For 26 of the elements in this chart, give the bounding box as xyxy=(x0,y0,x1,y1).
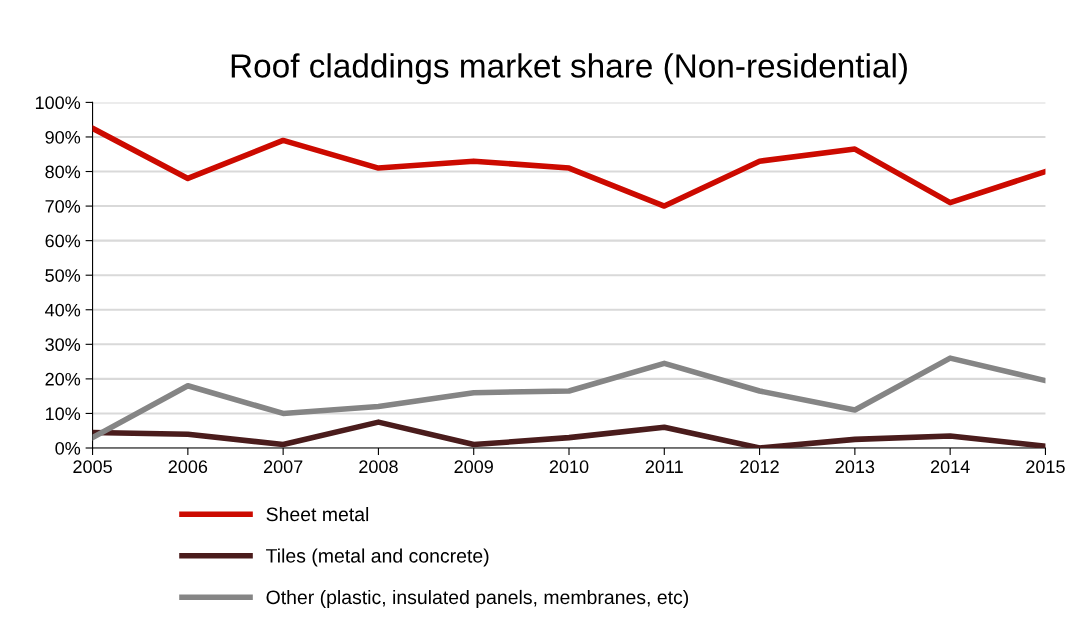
y-tick-label: 100% xyxy=(35,96,81,110)
x-tick-label: 2008 xyxy=(359,460,398,474)
y-tick-label: 90% xyxy=(45,130,81,144)
x-tick-label: 2015 xyxy=(1026,460,1065,474)
x-tick-label: 2014 xyxy=(930,460,970,474)
y-tick-label: 60% xyxy=(45,234,81,248)
x-tick-label: 2012 xyxy=(740,460,779,474)
y-tick-label: 20% xyxy=(45,372,81,386)
legend-label: Tiles (metal and concrete) xyxy=(266,548,489,567)
y-tick-label: 40% xyxy=(45,303,81,317)
x-tick-label: 2011 xyxy=(645,460,683,474)
y-tick-label: 70% xyxy=(45,200,81,213)
y-tick-label: 30% xyxy=(45,338,81,352)
y-tick-label: 0% xyxy=(55,441,81,455)
x-tick-label: 2010 xyxy=(549,460,589,474)
chart-title: Roof claddings market share (Non-residential) xyxy=(231,53,907,85)
x-tick-label: 2007 xyxy=(263,460,303,474)
y-tick-label: 50% xyxy=(45,269,81,282)
x-tick-label: 2013 xyxy=(835,460,875,474)
x-tick-label: 2006 xyxy=(168,460,208,474)
legend-label: Sheet metal xyxy=(266,506,369,522)
x-tick-label: 2005 xyxy=(73,460,112,474)
y-tick-label: 10% xyxy=(46,407,81,421)
y-tick-label: 80% xyxy=(45,165,81,179)
x-tick-label: 2009 xyxy=(454,460,493,474)
legend-label: Other (plastic, insulated panels, membranes, etc) xyxy=(266,589,689,609)
